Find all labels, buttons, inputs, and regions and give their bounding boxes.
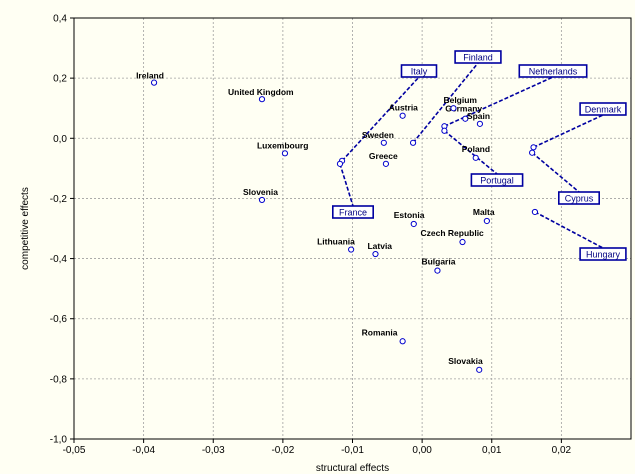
- point-label-slovenia: Slovenia: [243, 187, 278, 197]
- y-tick-label: -1,0: [50, 435, 68, 446]
- point-label-ireland: Ireland: [136, 71, 164, 81]
- y-axis-label: competitive effects: [20, 187, 31, 270]
- point-germany: [462, 115, 469, 122]
- callout-box-portugal: [470, 173, 524, 187]
- grid: [74, 18, 631, 439]
- callout-label-italy: Italy: [411, 67, 428, 77]
- callout-box-denmark: [579, 102, 627, 116]
- callout-line-finland: [412, 62, 479, 144]
- callout-box-italy: [400, 64, 438, 78]
- y-tick-label: -0,4: [50, 254, 68, 265]
- callout-box-france: [331, 205, 374, 219]
- callout-box-cyprus: [557, 191, 600, 205]
- y-tick-label: -0,2: [50, 194, 68, 205]
- x-tick-label: -0,05: [63, 445, 86, 456]
- point-label-poland: Poland: [462, 144, 490, 154]
- x-tick-label: 0,01: [482, 445, 502, 456]
- point-ireland: [150, 79, 158, 86]
- y-tick-label: 0,0: [53, 134, 67, 145]
- y-tick-label: -0,6: [50, 314, 68, 325]
- point-united-kingdom: [258, 96, 266, 103]
- point-lithuania: [348, 246, 355, 253]
- callout-line-denmark: [533, 114, 604, 149]
- point-belgium: [450, 105, 457, 112]
- point-label-spain: Spain: [467, 111, 490, 121]
- point-bulgaria: [434, 267, 441, 274]
- point-label-luxembourg: Luxembourg: [257, 140, 308, 150]
- point-label-slovakia: Slovakia: [448, 356, 483, 366]
- point-label-united-kingdom: United Kingdom: [228, 87, 294, 97]
- x-tick-label: 0,00: [412, 445, 432, 456]
- point-label-latvia: Latvia: [367, 241, 392, 251]
- point-luxembourg: [281, 150, 289, 157]
- callout-box-netherlands: [518, 64, 588, 78]
- callout-box-finland: [454, 50, 502, 64]
- point-czech-republic: [459, 238, 466, 246]
- plot-frame: [73, 17, 632, 440]
- callout-label-finland: Finland: [463, 53, 493, 63]
- point-hungary: [531, 208, 539, 216]
- callout-line-italy: [341, 76, 420, 162]
- point-label-estonia: Estonia: [394, 210, 425, 220]
- point-slovenia: [258, 196, 266, 204]
- point-portugal: [441, 127, 448, 134]
- point-label-austria: Austria: [389, 103, 419, 113]
- callout-label-denmark: Denmark: [585, 105, 622, 115]
- y-tick-label: -0,8: [50, 374, 68, 385]
- point-label-romania: Romania: [362, 327, 398, 337]
- point-label-belgium: Belgium: [443, 95, 477, 105]
- callout-box-hungary: [579, 247, 627, 261]
- point-estonia: [410, 220, 417, 228]
- x-axis-label: structural effects: [316, 463, 389, 474]
- point-label-czech-republic: Czech Republic: [421, 228, 485, 238]
- x-tick-label: -0,03: [202, 445, 225, 456]
- point-finland: [409, 139, 417, 146]
- callout-line-hungary: [534, 211, 604, 249]
- point-label-greece: Greece: [369, 151, 398, 161]
- callouts: Italy France Finland Netherlands Portugal Den…: [331, 50, 627, 261]
- point-slovakia: [476, 366, 483, 373]
- x-axis-ticks: -0,05 -0,04 -0,03 -0,02 -0,01 0,00 0,01 0,02: [63, 439, 572, 456]
- point-greece: [382, 160, 390, 167]
- x-tick-label: -0,02: [271, 445, 294, 456]
- point-cyprus: [529, 149, 536, 156]
- point-sweden: [380, 139, 387, 146]
- x-tick-label: 0,02: [552, 445, 572, 456]
- point-austria: [399, 112, 406, 119]
- point-label-germany: Germany: [445, 104, 482, 114]
- callout-line-france: [339, 163, 354, 207]
- callout-line-cyprus: [531, 152, 580, 193]
- point-france: [336, 160, 344, 167]
- point-latvia: [372, 250, 379, 258]
- point-label-lithuania: Lithuania: [317, 237, 355, 247]
- callout-label-cyprus: Cyprus: [565, 194, 594, 204]
- x-tick-label: -0,04: [132, 445, 155, 456]
- point-label-sweden: Sweden: [362, 130, 394, 140]
- y-axis-ticks: 0,4 0,2 0,0 -0,2 -0,4 -0,6 -0,8 -1,0: [50, 14, 74, 446]
- y-tick-label: 0,4: [53, 14, 67, 25]
- y-tick-label: 0,2: [53, 74, 67, 85]
- point-denmark: [530, 144, 537, 151]
- point-malta: [483, 217, 490, 225]
- point-spain: [476, 120, 484, 127]
- point-romania: [399, 338, 406, 345]
- point-label-bulgaria: Bulgaria: [421, 257, 455, 267]
- callout-label-portugal: Portugal: [480, 176, 514, 186]
- callout-label-france: France: [339, 208, 367, 218]
- point-label-malta: Malta: [473, 207, 495, 217]
- x-tick-label: -0,01: [341, 445, 364, 456]
- callout-label-netherlands: Netherlands: [529, 67, 578, 77]
- point-poland: [472, 154, 479, 161]
- callout-line-portugal: [443, 130, 498, 175]
- callout-label-hungary: Hungary: [586, 250, 621, 260]
- data-points: Ireland United Kingdom Luxembourg Slovenia A…: [136, 71, 495, 373]
